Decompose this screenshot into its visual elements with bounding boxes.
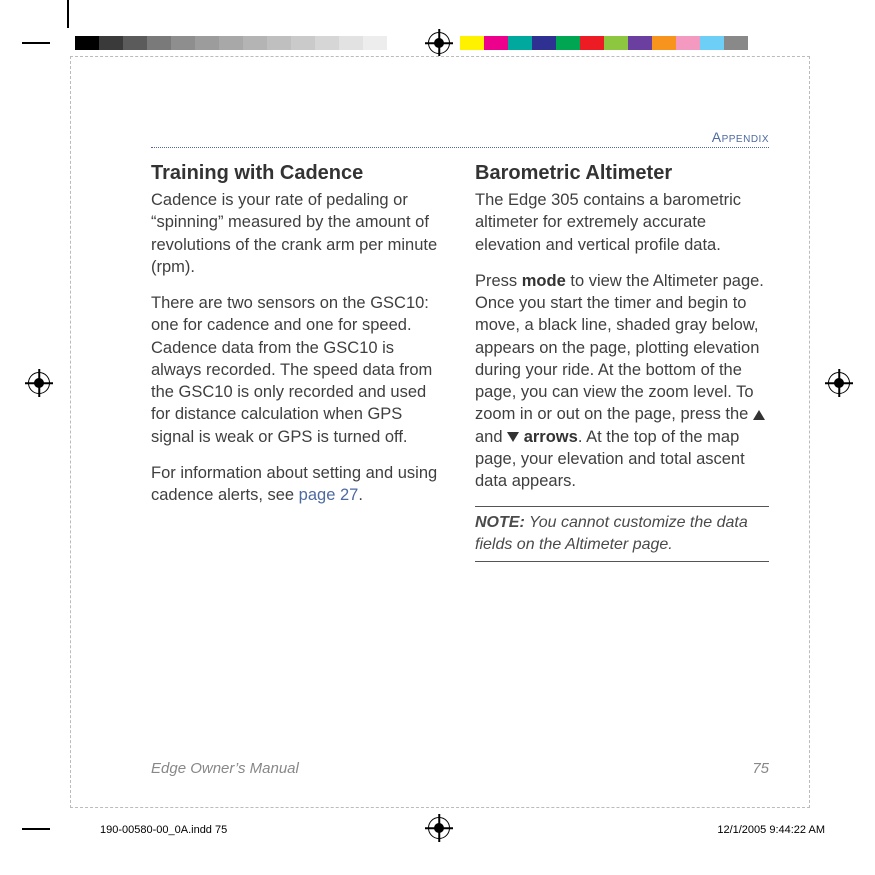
color-bar-process <box>460 36 748 50</box>
mode-label: mode <box>522 272 566 290</box>
color-bar-grayscale <box>75 36 411 50</box>
right-column: Barometric Altimeter The Edge 305 contai… <box>475 160 769 562</box>
right-heading: Barometric Altimeter <box>475 160 769 187</box>
crop-mark <box>22 828 50 830</box>
text: Press <box>475 272 522 290</box>
paragraph: For information about setting and using … <box>151 462 445 507</box>
registration-mark-icon <box>428 32 450 54</box>
registration-mark-icon <box>28 372 50 394</box>
left-column: Training with Cadence Cadence is your ra… <box>151 160 445 562</box>
up-arrow-icon <box>753 410 765 420</box>
text-columns: Training with Cadence Cadence is your ra… <box>151 160 769 562</box>
text: For information about setting and using … <box>151 464 437 504</box>
page-footer: Edge Owner’s Manual 75 <box>151 760 769 777</box>
paragraph: Press mode to view the Altimeter page. O… <box>475 270 769 493</box>
crop-mark <box>22 42 50 44</box>
page-link[interactable]: page 27 <box>299 486 359 504</box>
text: and <box>475 428 507 446</box>
content-area: Appendix Training with Cadence Cadence i… <box>151 129 769 747</box>
section-header: Appendix <box>151 129 769 148</box>
footer-doc-title: Edge Owner’s Manual <box>151 760 299 777</box>
paragraph: There are two sensors on the GSC10: one … <box>151 292 445 448</box>
crop-mark <box>67 0 69 28</box>
text: . <box>358 486 363 504</box>
footer-page-number: 75 <box>752 760 769 777</box>
left-heading: Training with Cadence <box>151 160 445 187</box>
print-slug: 190-00580-00_0A.indd 75 12/1/2005 9:44:2… <box>100 824 825 836</box>
paragraph: Cadence is your rate of pedaling or “spi… <box>151 189 445 278</box>
note-label: NOTE: <box>475 514 525 531</box>
text: to view the Altimeter page. Once you sta… <box>475 272 764 424</box>
page-frame: Appendix Training with Cadence Cadence i… <box>70 56 810 808</box>
registration-mark-icon <box>828 372 850 394</box>
down-arrow-icon <box>507 432 519 442</box>
arrows-label: arrows <box>519 428 578 446</box>
slug-timestamp: 12/1/2005 9:44:22 AM <box>717 824 825 836</box>
slug-file: 190-00580-00_0A.indd 75 <box>100 824 227 836</box>
note-box: NOTE: You cannot customize the data fiel… <box>475 506 769 561</box>
paragraph: The Edge 305 contains a barometric altim… <box>475 189 769 256</box>
